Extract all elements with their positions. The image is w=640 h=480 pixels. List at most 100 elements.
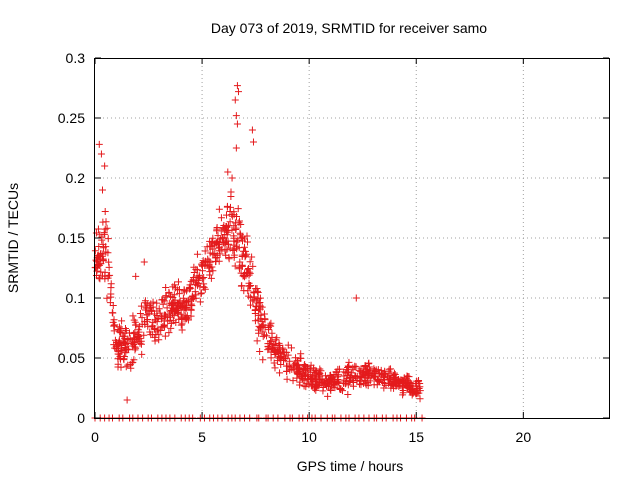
- data-point: [250, 289, 258, 297]
- data-point: [177, 310, 185, 318]
- data-point: [157, 326, 165, 334]
- data-point: [226, 203, 234, 211]
- data-point: [235, 265, 243, 273]
- data-point: [111, 336, 119, 344]
- data-point: [323, 378, 331, 386]
- data-point: [226, 208, 234, 216]
- data-point: [162, 283, 170, 291]
- data-point: [243, 250, 251, 258]
- data-point: [344, 368, 352, 376]
- data-point: [276, 369, 284, 377]
- data-point: [287, 344, 295, 352]
- data-point: [234, 236, 242, 244]
- data-point: [98, 252, 106, 260]
- data-point: [349, 382, 357, 390]
- data-point: [169, 317, 177, 325]
- data-point: [138, 320, 146, 328]
- data-point: [143, 311, 151, 319]
- data-point: [189, 294, 197, 302]
- data-point: [332, 368, 340, 376]
- data-point: [95, 140, 103, 148]
- data-point: [380, 384, 388, 392]
- data-point: [114, 341, 122, 349]
- data-point: [291, 359, 299, 367]
- data-point: [232, 226, 240, 234]
- data-point: [284, 351, 292, 359]
- data-point: [352, 363, 360, 371]
- data-point: [165, 310, 173, 318]
- data-point: [314, 371, 322, 379]
- data-point: [205, 262, 213, 270]
- data-point: [239, 237, 246, 245]
- data-point: [245, 292, 253, 300]
- data-point: [191, 288, 199, 296]
- data-point: [131, 318, 139, 326]
- data-point: [171, 296, 179, 304]
- data-point: [116, 328, 124, 336]
- data-point: [185, 298, 193, 306]
- data-point: [157, 313, 165, 321]
- data-point: [123, 396, 131, 404]
- data-point: [133, 336, 141, 344]
- data-points: [91, 82, 426, 422]
- data-point: [112, 345, 120, 353]
- data-point: [260, 310, 268, 318]
- data-point: [230, 211, 238, 219]
- data-point: [100, 244, 108, 252]
- data-point: [101, 162, 109, 170]
- data-point: [138, 314, 146, 322]
- data-point: [255, 311, 263, 319]
- data-point: [326, 372, 334, 380]
- data-point: [345, 358, 353, 366]
- data-point: [275, 354, 283, 362]
- data-point: [271, 364, 279, 372]
- data-point: [193, 250, 201, 258]
- data-point: [91, 247, 99, 255]
- data-point: [333, 379, 341, 387]
- data-point: [122, 340, 130, 348]
- data-point: [218, 235, 226, 243]
- data-point: [106, 299, 114, 307]
- data-point: [209, 245, 217, 253]
- y-tick-labels: 0 0.05 0.1 0.15 0.2 0.25 0.3: [58, 50, 85, 426]
- data-point: [235, 217, 243, 225]
- data-point: [193, 272, 201, 280]
- data-point: [270, 346, 278, 354]
- x-tick-labels: 0 5 10 15 20: [91, 429, 531, 445]
- data-point: [104, 235, 112, 243]
- data-point: [349, 364, 357, 372]
- data-point: [312, 367, 320, 375]
- data-point: [259, 356, 267, 364]
- data-point: [408, 380, 416, 388]
- data-point: [124, 335, 132, 343]
- data-point: [231, 219, 239, 227]
- y-tick-label: 0.3: [66, 50, 86, 66]
- data-point: [396, 378, 404, 386]
- y-tick-label: 0.1: [66, 290, 86, 306]
- data-point: [215, 205, 223, 213]
- data-point: [253, 337, 261, 345]
- data-point: [107, 290, 115, 298]
- data-point: [274, 349, 282, 357]
- data-point: [98, 233, 106, 241]
- data-point: [179, 302, 187, 310]
- data-point: [268, 329, 276, 337]
- data-point: [108, 309, 116, 317]
- data-point: [116, 340, 124, 348]
- data-point: [214, 232, 222, 240]
- data-point: [213, 251, 221, 259]
- data-point: [263, 332, 271, 340]
- x-tick-label: 0: [91, 429, 99, 445]
- data-point: [155, 305, 163, 313]
- data-point: [412, 387, 420, 395]
- data-point: [207, 274, 215, 282]
- data-point: [300, 362, 308, 370]
- chart-title: Day 073 of 2019, SRMTID for receiver sam…: [211, 20, 487, 36]
- data-point: [161, 323, 169, 331]
- data-point: [168, 300, 176, 308]
- data-point: [99, 240, 107, 248]
- data-point: [254, 326, 262, 334]
- data-point: [307, 361, 315, 369]
- data-point: [151, 337, 159, 345]
- data-point: [230, 253, 238, 261]
